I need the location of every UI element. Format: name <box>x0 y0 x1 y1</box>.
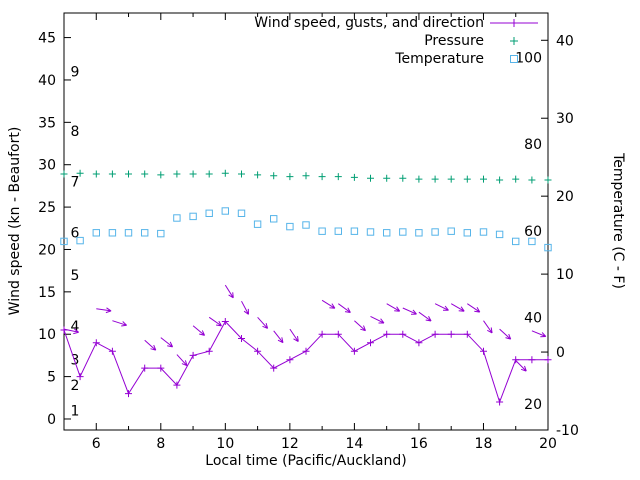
x-tick-label: 20 <box>539 436 557 452</box>
x-axis-title: Local time (Pacific/Auckland) <box>205 453 407 469</box>
y-right-tick-label: 20 <box>556 189 574 205</box>
legend-item-wind: Wind speed, gusts, and direction <box>254 14 540 32</box>
x-tick-label: 18 <box>475 436 493 452</box>
x-axis: 6 8 10 12 14 16 18 20 <box>92 13 557 452</box>
pressure-plus-marker-icon <box>488 34 540 48</box>
y-left-tick-label: 45 <box>38 31 56 47</box>
x-tick-label: 6 <box>92 436 101 452</box>
legend-label-pressure: Pressure <box>424 33 484 49</box>
y-left-tick-label: 5 <box>47 370 56 386</box>
y-left-tick-label: 20 <box>38 242 56 258</box>
temperature-series <box>60 207 552 252</box>
y-left-tick-label: 35 <box>38 115 56 131</box>
beaufort-label: 2 <box>71 378 80 394</box>
legend-item-temperature: Temperature <box>254 50 540 68</box>
fahrenheit-scale-labels: 20 40 60 80 100 <box>515 51 542 413</box>
legend-label-wind: Wind speed, gusts, and direction <box>254 15 484 31</box>
beaufort-label: 5 <box>71 268 80 284</box>
y-left-axis: 0 5 10 15 20 25 30 35 40 45 <box>38 31 71 428</box>
right-axis-title: Temperature (C - F) <box>610 153 626 289</box>
legend-item-pressure: Pressure <box>254 32 540 50</box>
y-left-tick-label: 30 <box>38 158 56 174</box>
y-right-tick-label: -10 <box>556 423 579 439</box>
x-tick-label: 16 <box>410 436 428 452</box>
beaufort-label: 4 <box>71 319 80 335</box>
beaufort-label: 7 <box>71 175 80 191</box>
left-axis-title: Wind speed (kn - Beaufort) <box>7 126 23 316</box>
y-left-tick-label: 15 <box>38 285 56 301</box>
y-right-tick-label: 30 <box>556 111 574 127</box>
beaufort-label: 6 <box>71 226 80 242</box>
gust-arrows <box>63 284 547 372</box>
y-right-tick-label: 40 <box>556 33 574 49</box>
y-left-tick-label: 0 <box>47 412 56 428</box>
y-left-tick-label: 40 <box>38 73 56 89</box>
plot-border <box>63 12 549 431</box>
fahrenheit-label: 80 <box>524 137 542 153</box>
x-tick-label: 10 <box>216 436 234 452</box>
y-left-tick-label: 25 <box>38 200 56 216</box>
x-tick-label: 12 <box>281 436 299 452</box>
x-tick-label: 14 <box>345 436 363 452</box>
beaufort-label: 1 <box>71 404 80 420</box>
temperature-square-marker-icon <box>488 52 540 66</box>
beaufort-label: 8 <box>71 124 80 140</box>
y-right-tick-label: 0 <box>556 345 565 361</box>
y-right-tick-label: 10 <box>556 267 574 283</box>
fahrenheit-label: 40 <box>524 310 542 326</box>
wind-line-plus-marker-icon <box>488 16 540 30</box>
x-tick-label: 8 <box>156 436 165 452</box>
legend: Wind speed, gusts, and direction Pressur… <box>254 14 540 68</box>
y-right-axis: -10 0 10 20 30 40 <box>541 33 579 439</box>
wind-series <box>60 318 552 406</box>
fahrenheit-label: 20 <box>524 397 542 413</box>
pressure-series <box>60 169 552 184</box>
y-left-tick-label: 10 <box>38 327 56 343</box>
legend-label-temperature: Temperature <box>395 51 484 67</box>
fahrenheit-label: 100 <box>515 51 542 67</box>
fahrenheit-label: 60 <box>524 224 542 240</box>
beaufort-label: 9 <box>71 64 80 80</box>
